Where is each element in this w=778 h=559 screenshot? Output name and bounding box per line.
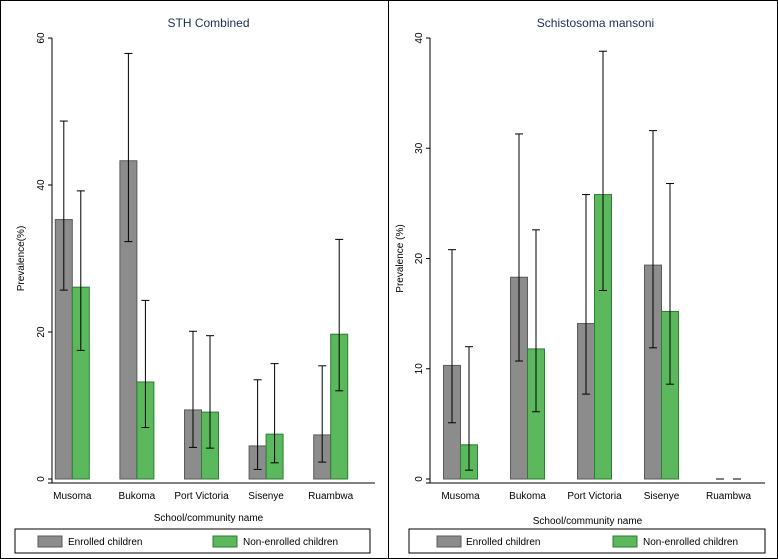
chart-1: Schistosoma mansoni 0 10 20 30 40 Prevalence (… [395, 16, 766, 554]
legend-label-enrolled: Enrolled children [466, 537, 541, 548]
x-tick-label: Sisenye [248, 491, 284, 502]
x-axis-title: School/community name [154, 513, 264, 524]
x-tick-label: Bukoma [509, 491, 546, 502]
x-tick-label: Bukoma [119, 491, 156, 502]
chart-title: Schistosoma mansoni [537, 16, 654, 30]
legend-swatch-non-enrolled [212, 535, 238, 548]
legend-box [14, 528, 371, 554]
y-tick-label: 40 [414, 32, 425, 44]
y-axis-title: Prevalence(%) [16, 226, 27, 292]
legend-label-non-enrolled: Non-enrolled children [643, 537, 738, 548]
x-tick-label: Port Victoria [567, 491, 622, 502]
legend-swatch-enrolled [37, 535, 63, 548]
x-tick-label: Port Victoria [174, 491, 229, 502]
x-tick-label: Musoma [441, 491, 480, 502]
y-tick-label: 20 [414, 253, 425, 265]
y-tick-label: 40 [36, 179, 47, 191]
y-tick-label: 10 [414, 363, 425, 375]
legend-label-non-enrolled: Non-enrolled children [243, 537, 338, 548]
chart-panels: STH Combined 0 20 40 60 Prevalence(%) Musoma Bu… [14, 16, 766, 554]
legend-label-enrolled: Enrolled children [68, 537, 143, 548]
chart-title: STH Combined [167, 16, 249, 30]
y-axis-title: Prevalence (%) [395, 224, 406, 292]
x-tick-label: Ruambwa [308, 491, 353, 502]
y-tick-label: 0 [36, 476, 47, 482]
legend: Enrolled children Non-enrolled children [408, 528, 766, 554]
x-axis-title: School/community name [533, 516, 643, 527]
x-tick-label: Sisenye [644, 491, 680, 502]
y-tick-label: 20 [36, 326, 47, 338]
legend-swatch-non-enrolled [612, 535, 638, 548]
x-tick-label: Ruambwa [706, 491, 751, 502]
legend: Enrolled children Non-enrolled children [14, 528, 371, 554]
x-tick-label: Musoma [53, 491, 92, 502]
legend-swatch-enrolled [436, 535, 462, 548]
legend-box [408, 528, 766, 554]
y-tick-label: 60 [36, 32, 47, 44]
y-tick-label: 0 [414, 476, 425, 482]
chart-0: STH Combined 0 20 40 60 Prevalence(%) Musoma Bu… [14, 16, 375, 554]
y-tick-label: 30 [414, 142, 425, 154]
